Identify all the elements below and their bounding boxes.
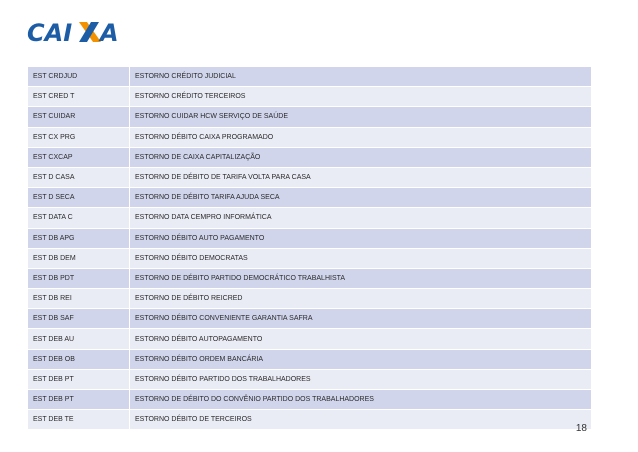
- table-row: EST DEB TE ESTORNO DÉBITO DE TERCEIROS: [28, 409, 591, 431]
- row-description: ESTORNO DE CAIXA CAPITALIZAÇÃO: [129, 147, 591, 168]
- table-row: EST CRDJUD ESTORNO CRÉDITO JUDICIAL: [28, 67, 591, 88]
- row-code: EST DATA C: [28, 207, 130, 229]
- table-row: EST CUIDAR ESTORNO CUIDAR HCW SERVIÇO DE …: [28, 106, 591, 128]
- row-description: ESTORNO DE DÉBITO DE TARIFA VOLTA PARA C…: [129, 167, 591, 189]
- transaction-codes-body: EST CRDJUD ESTORNO CRÉDITO JUDICIAL EST CR…: [28, 67, 591, 431]
- row-description: ESTORNO DÉBITO CAIXA PROGRAMADO: [129, 127, 591, 148]
- page-number: 18: [575, 423, 587, 434]
- table-row: EST CX PRG ESTORNO DÉBITO CAIXA PROGRAMAD…: [28, 127, 591, 148]
- row-code: EST D SECA: [28, 187, 130, 209]
- row-description: ESTORNO DE DÉBITO PARTIDO DEMOCRÁTICO TR…: [129, 268, 591, 290]
- table-row: EST DATA C ESTORNO DATA CEMPRO INFORMÁTIC…: [28, 207, 591, 229]
- row-description: ESTORNO DÉBITO AUTOPAGAMENTO: [129, 328, 591, 350]
- caixa-logo-x-blue: [79, 22, 99, 42]
- table-row: EST CRED T ESTORNO CRÉDITO TERCEIROS: [28, 86, 591, 108]
- table-row: EST DB SAF ESTORNO DÉBITO CONVENIENTE GAR…: [28, 308, 591, 330]
- row-code: EST CRED T: [28, 86, 130, 108]
- table-row: EST CXCAP ESTORNO DE CAIXA CAPITALIZAÇÃO: [28, 147, 591, 168]
- caixa-logo-wordmark-end: A: [98, 19, 119, 46]
- row-code: EST D CASA: [28, 167, 130, 189]
- row-description: ESTORNO DÉBITO CONVENIENTE GARANTIA SAFR…: [129, 308, 591, 330]
- row-description: ESTORNO DATA CEMPRO INFORMÁTICA: [129, 207, 591, 229]
- table-row: EST DB REI ESTORNO DE DÉBITO REICRED: [28, 288, 591, 310]
- row-code: EST DEB AU: [28, 328, 130, 350]
- row-code: EST DEB PT: [28, 389, 130, 411]
- row-code: EST DB REI: [28, 288, 130, 310]
- row-description: ESTORNO DE DÉBITO DO CONVÊNIO PARTIDO DO…: [129, 389, 591, 411]
- caixa-logo-wordmark: CAI: [27, 19, 72, 46]
- row-code: EST DEB TE: [28, 409, 130, 431]
- row-description: ESTORNO DÉBITO AUTO PAGAMENTO: [129, 228, 591, 249]
- row-description: ESTORNO DÉBITO PARTIDO DOS TRABALHADORES: [129, 369, 591, 391]
- caixa-logo: CAI A: [27, 18, 121, 46]
- caixa-logo-mark: CAI A: [27, 19, 119, 46]
- row-code: EST CRDJUD: [28, 67, 130, 88]
- table-row: EST DB APG ESTORNO DÉBITO AUTO PAGAMENTO: [28, 228, 591, 249]
- table-row: EST D SECA ESTORNO DE DÉBITO TARIFA AJUDA…: [28, 187, 591, 209]
- transaction-codes-table: EST CRDJUD ESTORNO CRÉDITO JUDICIAL EST CR…: [28, 67, 591, 431]
- table-row: EST DEB PT ESTORNO DE DÉBITO DO CONVÊNIO …: [28, 389, 591, 411]
- row-description: ESTORNO DÉBITO DE TERCEIROS: [129, 409, 591, 431]
- row-code: EST DB APG: [28, 228, 130, 249]
- row-code: EST CXCAP: [28, 147, 130, 168]
- table-row: EST D CASA ESTORNO DE DÉBITO DE TARIFA VO…: [28, 167, 591, 189]
- row-description: ESTORNO DÉBITO ORDEM BANCÁRIA: [129, 349, 591, 370]
- table-row: EST DB PDT ESTORNO DE DÉBITO PARTIDO DEMO…: [28, 268, 591, 290]
- row-code: EST DB PDT: [28, 268, 130, 290]
- table-row: EST DEB OB ESTORNO DÉBITO ORDEM BANCÁRIA: [28, 349, 591, 370]
- table-row: EST DB DEM ESTORNO DÉBITO DEMOCRATAS: [28, 248, 591, 269]
- table-row: EST DEB PT ESTORNO DÉBITO PARTIDO DOS TRA…: [28, 369, 591, 391]
- row-description: ESTORNO CRÉDITO JUDICIAL: [129, 67, 591, 88]
- row-code: EST DB DEM: [28, 248, 130, 269]
- row-description: ESTORNO DE DÉBITO TARIFA AJUDA SECA: [129, 187, 591, 209]
- row-code: EST CX PRG: [28, 127, 130, 148]
- row-code: EST DEB PT: [28, 369, 130, 391]
- row-code: EST CUIDAR: [28, 106, 130, 128]
- row-description: ESTORNO CUIDAR HCW SERVIÇO DE SAÚDE: [129, 106, 591, 128]
- caixa-logo-x: [79, 22, 101, 42]
- row-description: ESTORNO DÉBITO DEMOCRATAS: [129, 248, 591, 269]
- row-description: ESTORNO CRÉDITO TERCEIROS: [129, 86, 591, 108]
- row-code: EST DB SAF: [28, 308, 130, 330]
- row-description: ESTORNO DE DÉBITO REICRED: [129, 288, 591, 310]
- row-code: EST DEB OB: [28, 349, 130, 370]
- table-row: EST DEB AU ESTORNO DÉBITO AUTOPAGAMENTO: [28, 328, 591, 350]
